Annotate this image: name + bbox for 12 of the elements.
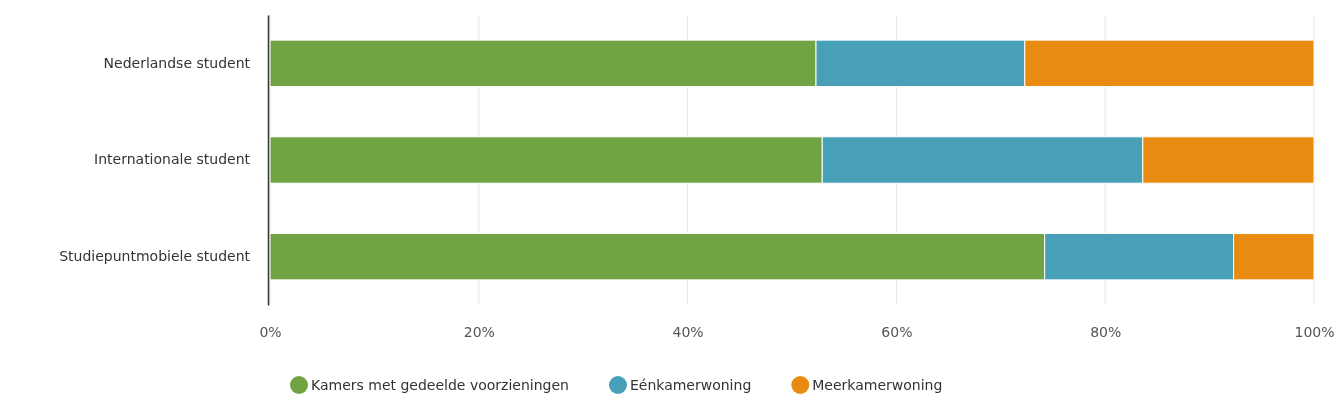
legend-label: Kamers met gedeelde voorzieningen [311, 377, 569, 393]
y-tick-label: Studiepuntmobiele student [59, 248, 251, 265]
x-tick-label: 0% [259, 323, 282, 340]
x-tick-label: 40% [672, 323, 704, 340]
y-tick-label: Nederlandse student [103, 54, 251, 71]
legend-label: Eénkamerwoning [629, 377, 752, 393]
x-tick-label: 20% [463, 323, 495, 340]
x-tick-label: 60% [881, 323, 913, 340]
legend-label: Meerkamerwoning [812, 377, 943, 393]
x-tick-label: 80% [1090, 323, 1122, 340]
x-tick-label: 100% [1294, 323, 1335, 340]
y-tick-label: Internationale student [94, 151, 251, 168]
